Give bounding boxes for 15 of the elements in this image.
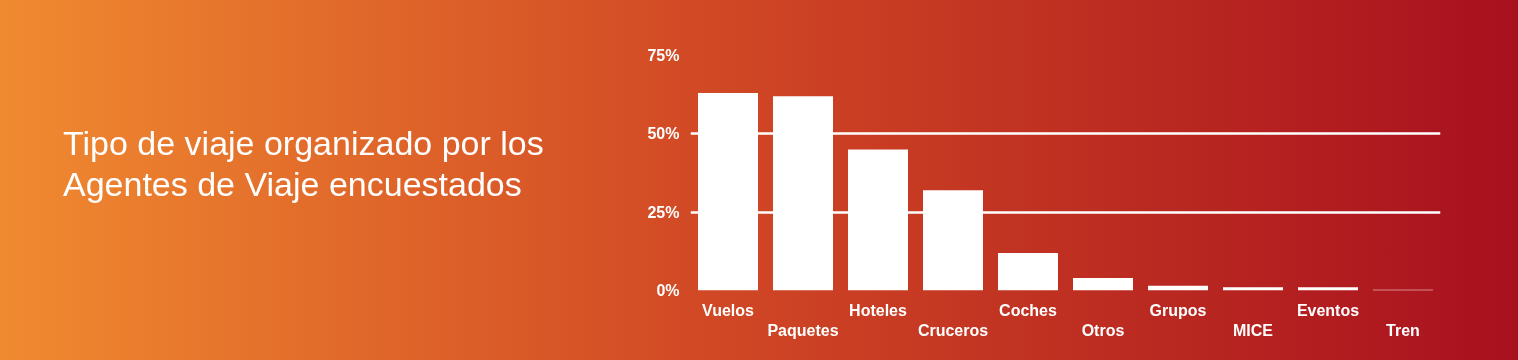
x-tick-label: MICE bbox=[1233, 321, 1274, 339]
y-tick-label: 50% bbox=[647, 125, 680, 143]
x-tick-label: Eventos bbox=[1296, 301, 1360, 319]
x-tick-label: Coches bbox=[999, 301, 1057, 319]
x-tick-label: Otros bbox=[1081, 321, 1125, 339]
text: Tipo de viaje organizado por los Agentes de Viaje encuestados bbox=[63, 123, 545, 205]
x-tick-label: Vuelos bbox=[702, 301, 755, 319]
y-tick-label: 25% bbox=[647, 203, 680, 221]
x-tick-label: Cruceros bbox=[917, 321, 989, 339]
x-tick-label: Grupos bbox=[1149, 301, 1207, 319]
x-tick-label: Tren bbox=[1386, 321, 1420, 339]
x-tick-label: Hoteles bbox=[849, 301, 907, 319]
y-tick-label: 0% bbox=[656, 282, 680, 299]
x-tick-label: Paquetes bbox=[767, 321, 839, 339]
y-tick-label: 75% bbox=[647, 47, 680, 64]
